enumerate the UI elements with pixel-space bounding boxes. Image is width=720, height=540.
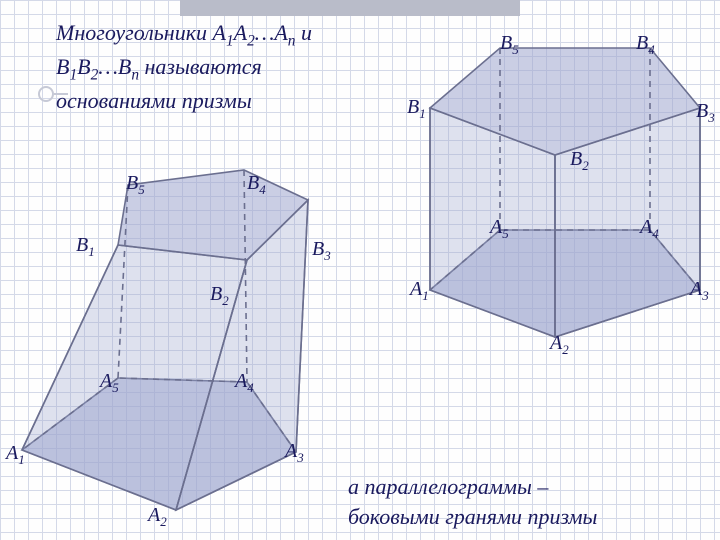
label-rA3: A3	[690, 278, 709, 304]
prism-diagrams	[0, 0, 720, 540]
label-B1: B1	[76, 234, 95, 260]
label-B3: B3	[312, 238, 331, 264]
label-A1: A1	[6, 442, 25, 468]
label-rB3: B3	[696, 100, 715, 126]
label-rA2: A2	[550, 332, 569, 358]
label-B4: B4	[247, 172, 266, 198]
label-rA4: A4	[640, 216, 659, 242]
label-rB1: B1	[407, 96, 426, 122]
label-A4: A4	[235, 370, 254, 396]
label-rB2: B2	[570, 148, 589, 174]
label-B5: B5	[126, 172, 145, 198]
label-rB4: B4	[636, 32, 655, 58]
label-rB5: B5	[500, 32, 519, 58]
label-B2: B2	[210, 283, 229, 309]
label-A5: A5	[100, 370, 119, 396]
label-A2: A2	[148, 504, 167, 530]
label-rA1: A1	[410, 278, 429, 304]
label-rA5: A5	[490, 216, 509, 242]
label-A3: A3	[285, 440, 304, 466]
